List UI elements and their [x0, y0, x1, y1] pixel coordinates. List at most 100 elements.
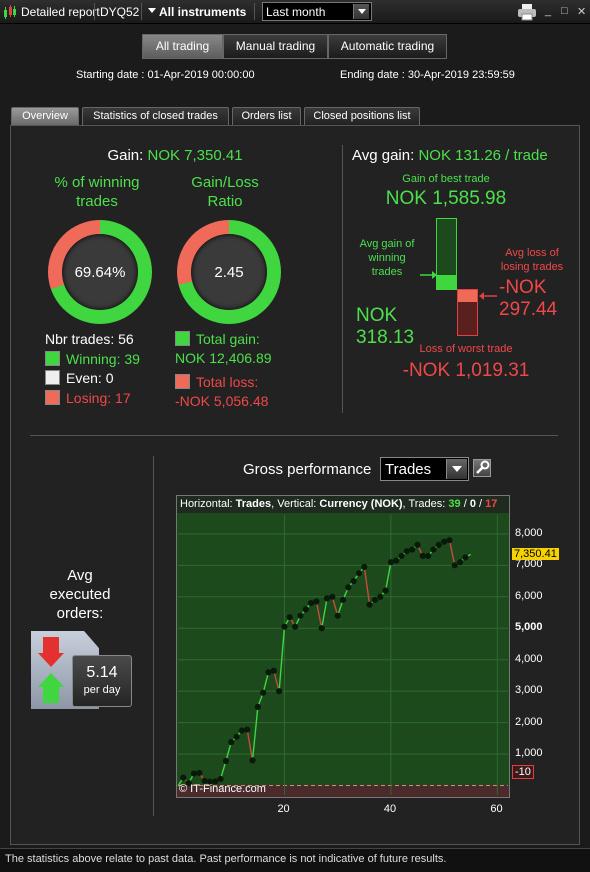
period-select[interactable]: Last month [262, 2, 372, 21]
data-point[interactable] [222, 757, 230, 765]
automatic-trading-button[interactable]: Automatic trading [328, 34, 447, 59]
data-point[interactable] [350, 577, 357, 585]
data-point[interactable] [398, 552, 405, 559]
winning-swatch [45, 350, 60, 366]
arrow-right-icon [420, 271, 437, 279]
disclaimer: The statistics above relate to past data… [0, 848, 590, 872]
data-point[interactable] [291, 623, 299, 630]
data-point[interactable] [430, 546, 437, 553]
restore-button[interactable]: □ [561, 5, 568, 17]
even-swatch [45, 370, 60, 385]
data-point[interactable] [196, 769, 203, 777]
data-point[interactable] [382, 587, 389, 594]
chevron-down-icon [446, 459, 467, 479]
manual-trading-button[interactable]: Manual trading [223, 34, 328, 59]
y-tick-label: 3,000 [515, 684, 543, 697]
data-point[interactable] [313, 598, 320, 605]
series-segment [315, 601, 323, 629]
data-point[interactable] [361, 563, 368, 571]
performance-select[interactable]: Trades [380, 457, 469, 481]
data-point[interactable] [355, 570, 363, 577]
x-tick-label: 60 [490, 803, 503, 815]
data-point[interactable] [190, 770, 198, 777]
data-point[interactable] [414, 541, 421, 548]
data-point[interactable] [265, 669, 272, 676]
data-point[interactable] [238, 727, 245, 734]
data-point[interactable] [318, 625, 325, 632]
data-point[interactable] [377, 593, 384, 600]
wrench-icon [476, 460, 490, 474]
gain-loss-ratio-donut: 2.45 [177, 220, 281, 324]
orders-per-day-unit: per day [83, 684, 121, 696]
data-point[interactable] [425, 552, 432, 559]
data-point[interactable] [260, 689, 267, 696]
all-trading-button[interactable]: All trading [142, 34, 223, 59]
series-segment [219, 760, 227, 780]
data-point[interactable] [254, 703, 261, 711]
last-value-label: 7,350.41 [512, 548, 559, 561]
worst-trade-value: -NOK 1,019.31 [402, 360, 530, 381]
data-point[interactable] [387, 559, 395, 566]
chevron-down-icon [148, 8, 156, 17]
data-point[interactable] [281, 623, 288, 630]
y-tick-label: 8,000 [515, 526, 543, 539]
data-point[interactable] [233, 733, 240, 740]
tab-statistics[interactable]: Statistics of closed trades [82, 107, 229, 125]
data-point[interactable] [441, 538, 448, 545]
data-point[interactable] [323, 595, 331, 602]
tab-overview[interactable]: Overview [11, 107, 79, 125]
data-point[interactable] [339, 596, 347, 604]
avg-win-bar [437, 275, 456, 289]
series-segment [278, 626, 286, 692]
data-point[interactable] [270, 667, 277, 674]
data-point[interactable] [345, 584, 352, 591]
data-point[interactable] [212, 778, 219, 785]
printer-icon[interactable] [517, 3, 537, 21]
series-segment [225, 741, 232, 762]
settings-wrench-button[interactable] [473, 459, 491, 477]
data-point[interactable] [329, 593, 336, 600]
total-loss-label: Total loss: [196, 374, 259, 390]
minimize-button[interactable]: _ [545, 5, 552, 17]
account-label[interactable]: DYQ52 [100, 5, 140, 19]
data-point[interactable] [456, 559, 464, 566]
data-point[interactable] [185, 779, 192, 787]
data-point[interactable] [307, 599, 315, 607]
divider [30, 435, 558, 436]
data-point[interactable] [180, 774, 187, 781]
data-point[interactable] [446, 537, 453, 544]
series-segment [321, 598, 328, 629]
series-segment [246, 729, 254, 761]
data-point[interactable] [366, 601, 373, 608]
data-point[interactable] [334, 612, 341, 619]
data-point[interactable] [393, 557, 400, 564]
data-point[interactable] [302, 606, 309, 613]
instruments-dropdown[interactable]: All instruments [148, 5, 246, 19]
performance-chart[interactable] [176, 495, 510, 798]
total-loss-value: -NOK 5,056.48 [175, 393, 269, 409]
data-point[interactable] [228, 739, 235, 746]
data-point[interactable] [419, 552, 426, 559]
tab-orders-list[interactable]: Orders list [232, 107, 301, 125]
data-point[interactable] [244, 726, 251, 733]
performance-title: Gross performance [243, 461, 372, 478]
data-point[interactable] [435, 541, 442, 548]
data-point[interactable] [217, 775, 224, 783]
tab-closed-positions[interactable]: Closed positions list [304, 107, 420, 125]
data-point[interactable] [286, 614, 293, 621]
ending-date: Ending date : 30-Apr-2019 23:59:59 [340, 69, 515, 81]
avg-loss-label: Avg loss of losing trades [500, 247, 564, 273]
close-button[interactable]: ✕ [577, 6, 587, 18]
data-point[interactable] [462, 554, 469, 561]
series-segment [273, 670, 280, 692]
data-point[interactable] [403, 548, 410, 555]
data-point[interactable] [297, 612, 304, 619]
data-point[interactable] [249, 757, 256, 764]
data-point[interactable] [276, 688, 283, 695]
total-loss-swatch [175, 374, 190, 389]
data-point[interactable] [371, 596, 379, 604]
data-point[interactable] [409, 546, 416, 553]
data-point[interactable] [451, 562, 458, 569]
y-tick-label: 2,000 [515, 715, 543, 728]
y-tick-label: 6,000 [515, 589, 543, 602]
